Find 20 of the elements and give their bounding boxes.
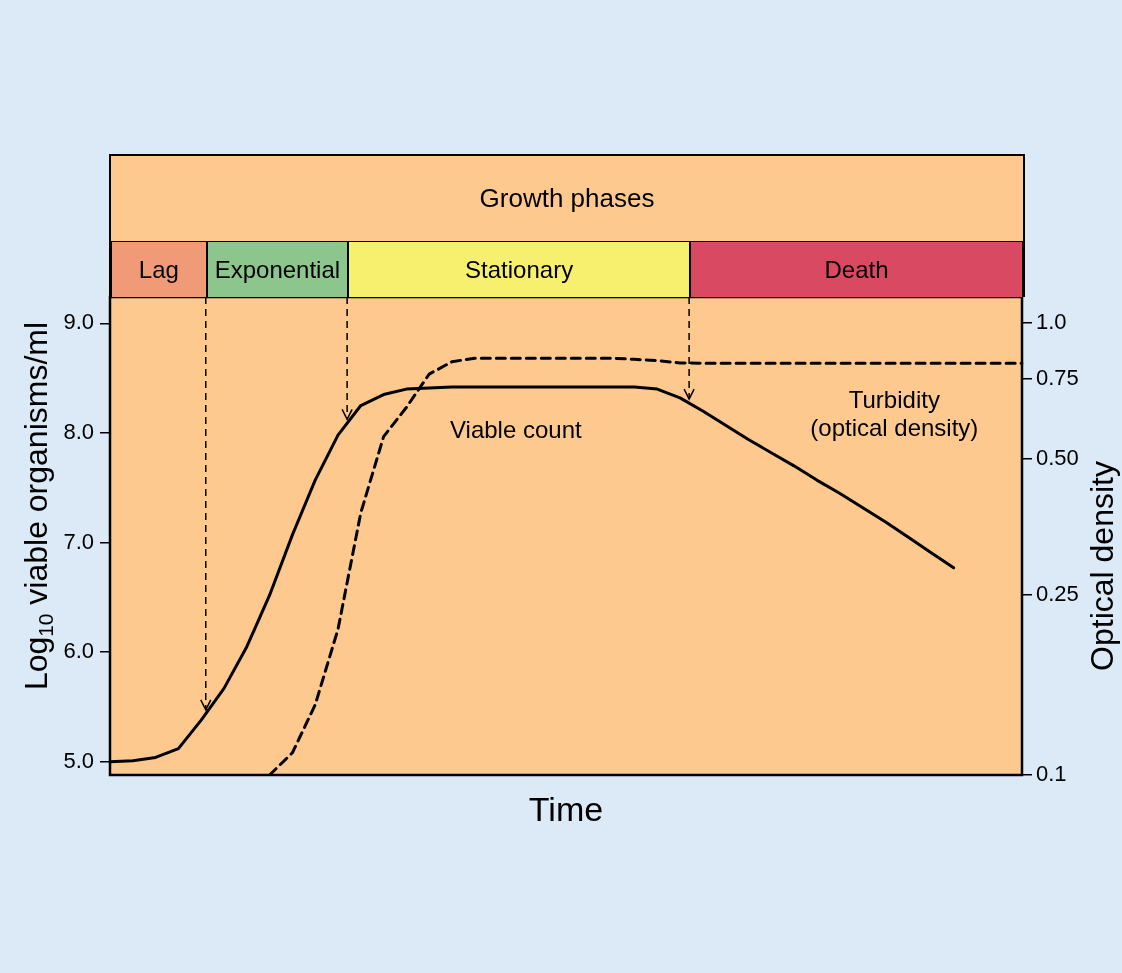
y2-tick-label: 0.1 [1036, 761, 1067, 787]
series-label: Turbidity (optical density) [810, 385, 979, 441]
y-tick-label: 8.0 [63, 419, 94, 445]
chart-title: Growth phases [478, 182, 656, 215]
y2-tick-label: 0.75 [1036, 365, 1079, 391]
y2-tick-label: 0.25 [1036, 581, 1079, 607]
y2-axis-title: Optical density [1083, 461, 1120, 671]
x-axis-title: Time [528, 790, 604, 829]
y-axis-title: Log10 viable organisms/ml [17, 321, 58, 691]
text: Stationary [348, 241, 691, 298]
y-tick-label: 6.0 [63, 638, 94, 664]
y-tick-label: 7.0 [63, 528, 94, 554]
y2-tick-label: 1.0 [1036, 308, 1067, 334]
y-tick-label: 5.0 [63, 747, 94, 773]
text: Lag [111, 241, 207, 298]
text: Exponential [206, 241, 349, 298]
series-label: Viable count [450, 415, 582, 443]
y-tick-label: 9.0 [63, 309, 94, 335]
text: Death [690, 241, 1023, 298]
y2-tick-label: 0.50 [1036, 444, 1079, 470]
